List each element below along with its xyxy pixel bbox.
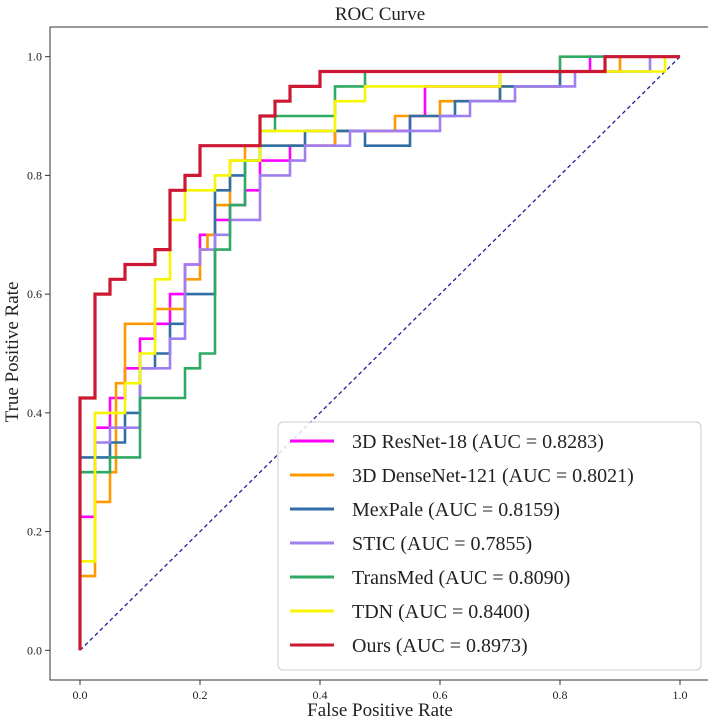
x-tick-label: 0.4 — [313, 688, 328, 702]
chance-diagonal-line — [79, 56, 681, 651]
chance-diagonal-group — [79, 56, 681, 651]
x-tick-label: 1.0 — [673, 688, 688, 702]
series-line-5 — [78, 55, 680, 651]
y-axis-title: True Positive Rate — [2, 282, 23, 423]
series-line-4 — [78, 55, 680, 651]
legend-box — [277, 421, 702, 671]
x-tick-label: 0.8 — [553, 688, 568, 702]
legend-label-4: TransMed (AUC = 0.8090) — [352, 567, 570, 589]
legend: 3D ResNet-18 (AUC = 0.8283) 3D DenseNet-1… — [277, 421, 702, 671]
x-axis-title: False Positive Rate — [307, 700, 453, 721]
legend-label-0: 3D ResNet-18 (AUC = 0.8283) — [352, 431, 604, 453]
x-tick-label: 0.6 — [433, 688, 448, 702]
x-tick-label: 0.0 — [73, 688, 88, 702]
legend-label-5: TDN (AUC = 0.8400) — [352, 601, 530, 623]
x-tick-label: 0.2 — [193, 688, 208, 702]
y-tick-label: 0.0 — [27, 643, 42, 657]
chart-title: ROC Curve — [335, 4, 425, 25]
legend-label-1: 3D DenseNet-121 (AUC = 0.8021) — [352, 465, 634, 487]
series-line-6 — [78, 55, 680, 651]
axis-ticks: 0.0 0.2 0.4 0.6 0.8 1.0 0.0 0.2 0.4 0.6 0.8 1.0 — [27, 50, 688, 702]
legend-label-3: STIC (AUC = 0.7855) — [352, 533, 532, 555]
y-tick-label: 0.6 — [27, 287, 42, 301]
series-group — [78, 55, 680, 651]
y-tick-label: 1.0 — [27, 50, 42, 64]
legend-label-2: MexPale (AUC = 0.8159) — [352, 499, 560, 521]
y-tick-label: 0.4 — [27, 406, 42, 420]
y-tick-label: 0.8 — [27, 168, 42, 182]
y-tick-label: 0.2 — [27, 525, 42, 539]
legend-label-6: Ours (AUC = 0.8973) — [352, 635, 528, 657]
